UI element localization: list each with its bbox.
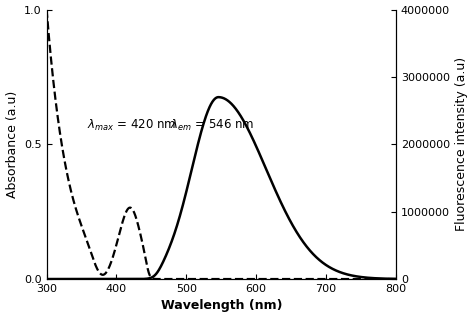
X-axis label: Wavelength (nm): Wavelength (nm) [161, 300, 282, 313]
Y-axis label: Fluorescence intensity (a.u): Fluorescence intensity (a.u) [456, 57, 468, 232]
Text: $\lambda$$_{em}$ = 546 nm: $\lambda$$_{em}$ = 546 nm [170, 118, 254, 133]
Y-axis label: Absorbance (a.u): Absorbance (a.u) [6, 91, 18, 198]
Text: $\lambda$$_{max}$ = 420 nm: $\lambda$$_{max}$ = 420 nm [87, 118, 176, 133]
